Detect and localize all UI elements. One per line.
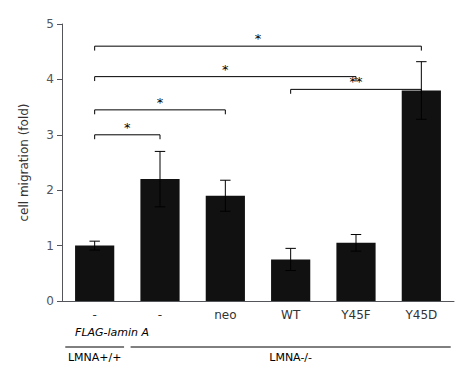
svg-text:5: 5 [46, 17, 54, 31]
svg-text:-: - [92, 308, 96, 322]
svg-text:neo: neo [214, 308, 236, 322]
svg-text:*: * [255, 31, 262, 46]
svg-text:1: 1 [46, 239, 54, 253]
svg-text:2: 2 [46, 183, 54, 197]
svg-text:*: * [157, 95, 164, 110]
svg-text:0: 0 [46, 294, 54, 308]
svg-text:LMNA-/-: LMNA-/- [269, 351, 312, 364]
svg-text:*: * [222, 62, 229, 77]
svg-text:4: 4 [46, 72, 54, 86]
svg-text:3: 3 [46, 128, 54, 142]
svg-text:FLAG-lamin A: FLAG-lamin A [75, 326, 149, 339]
svg-text:Y45D: Y45D [404, 308, 437, 322]
svg-text:-: - [158, 308, 162, 322]
svg-text:WT: WT [281, 308, 301, 322]
svg-text:LMNA+/+: LMNA+/+ [68, 351, 122, 364]
svg-text:Y45F: Y45F [340, 308, 371, 322]
svg-text:**: ** [350, 74, 364, 89]
svg-text:cell migration (fold): cell migration (fold) [17, 103, 31, 221]
svg-text:*: * [124, 120, 131, 135]
